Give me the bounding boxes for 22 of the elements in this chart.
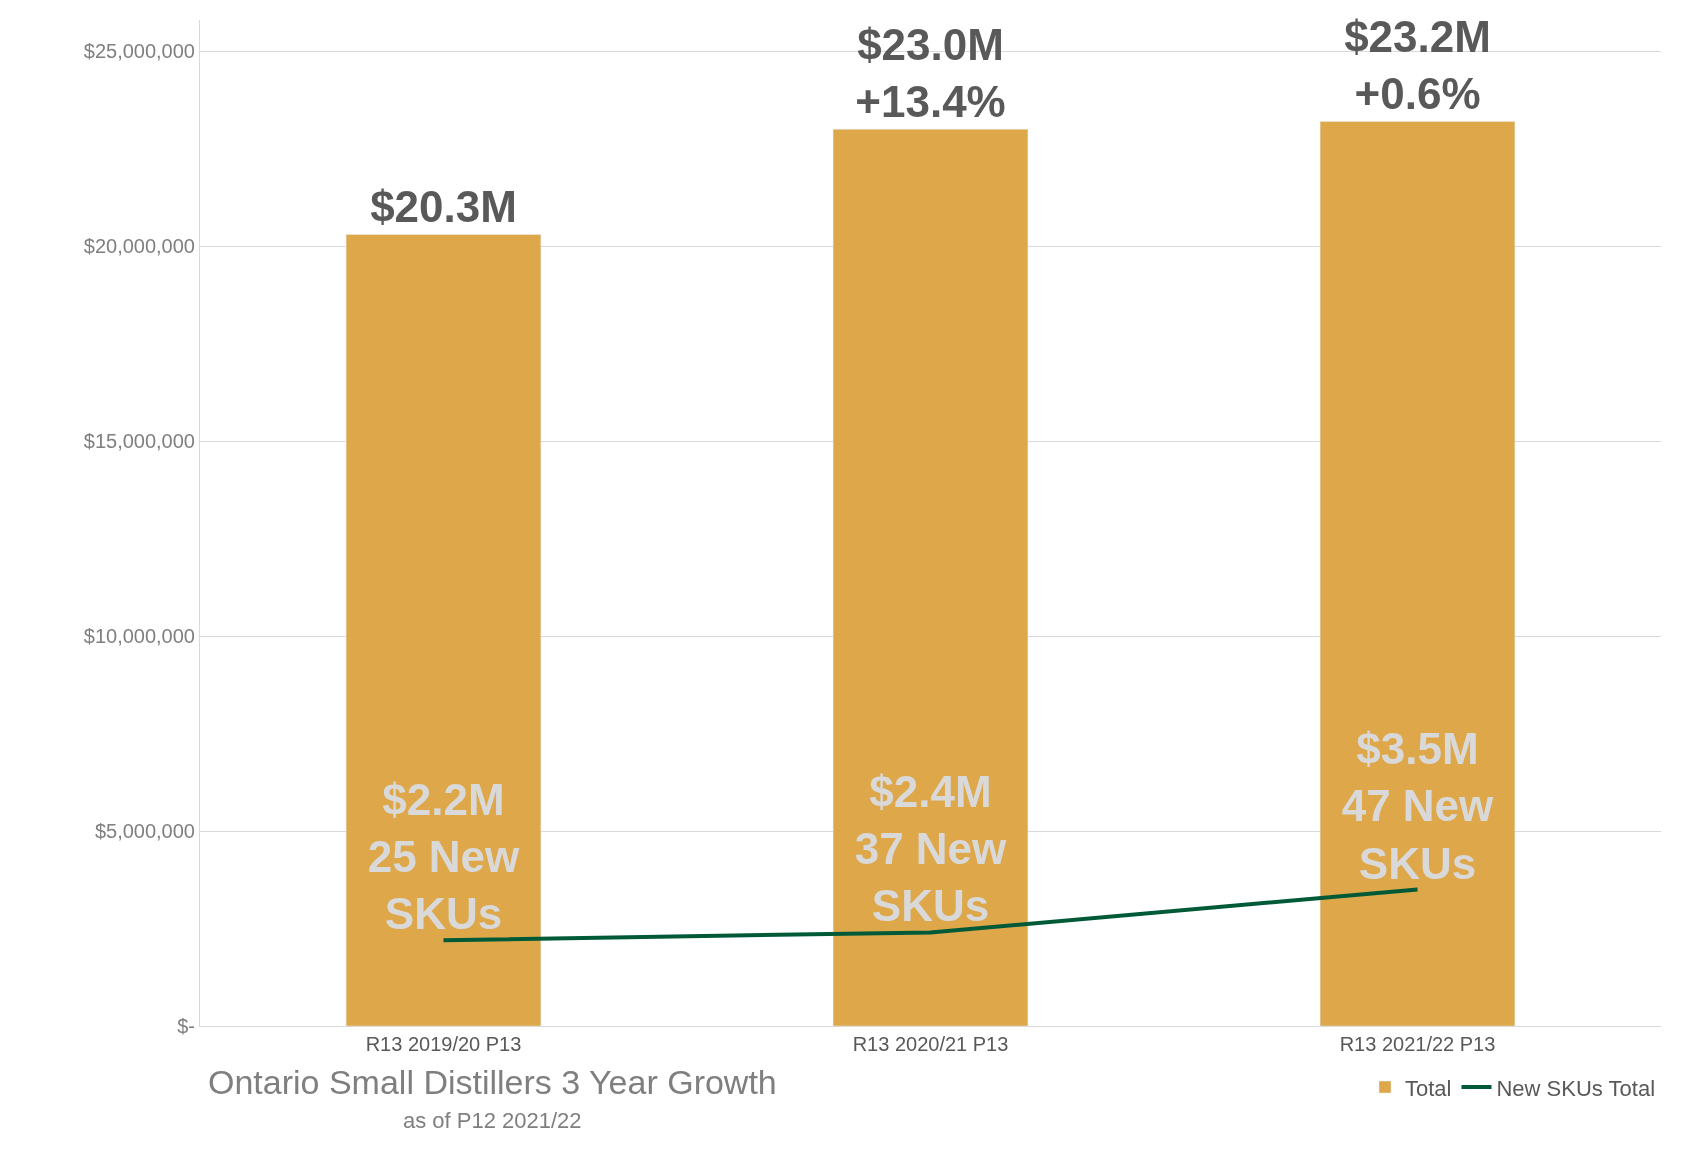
x-tick-label: R13 2019/20 P13 — [365, 1033, 522, 1055]
bar — [1319, 121, 1516, 1026]
y-tick-label: $5,000,000 — [94, 820, 195, 843]
legend-label: New SKUs Total — [1496, 1075, 1656, 1101]
y-tick-label: $20,000,000 — [83, 235, 195, 258]
data-label: $23.2M +0.6% — [1344, 12, 1491, 119]
y-tick-label: $10,000,000 — [83, 625, 195, 648]
y-tick-label: $15,000,000 — [83, 430, 195, 453]
data-label: $2.4M 37 New SKUs — [854, 767, 1008, 931]
text: as of P12 2021/22 — [403, 1108, 582, 1133]
y-tick-label: $- — [177, 1015, 195, 1037]
legend-label: Total — [1405, 1075, 1452, 1101]
bar — [832, 128, 1029, 1026]
bar — [345, 234, 542, 1026]
x-tick-label: R13 2020/21 P13 — [852, 1033, 1009, 1055]
x-tick-label: R13 2021/22 P13 — [1339, 1033, 1496, 1055]
data-label: $20.3M — [370, 182, 517, 232]
data-label: $2.2M 25 New SKUs — [367, 774, 521, 939]
y-tick-label: $25,000,000 — [83, 40, 195, 63]
data-label: $23.0M +13.4% — [855, 19, 1006, 127]
text: Ontario Small Distillers 3 Year Growth — [208, 1063, 777, 1101]
data-label: $3.5M 47 New SKUs — [1341, 724, 1495, 888]
